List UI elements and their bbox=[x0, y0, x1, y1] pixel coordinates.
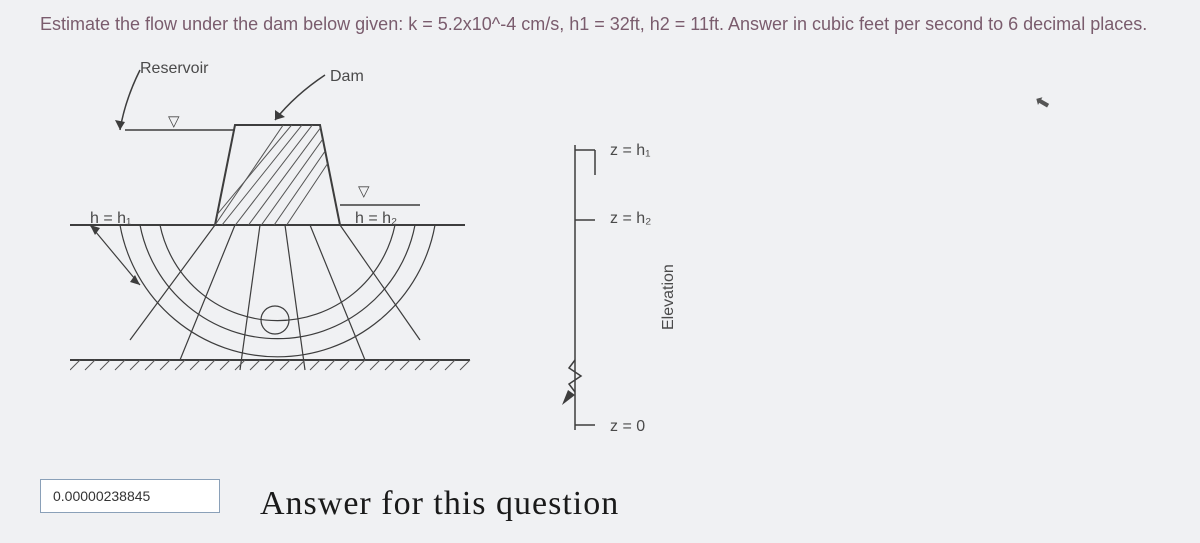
water-triangle-right: ▽ bbox=[358, 182, 370, 200]
z-equals-0: z = 0 bbox=[610, 418, 645, 436]
dam-label: Dam bbox=[330, 68, 364, 86]
reservoir-label: Reservoir bbox=[140, 60, 208, 78]
answer-input[interactable]: 0.00000238845 bbox=[40, 479, 220, 513]
question-text: Estimate the flow under the dam below gi… bbox=[40, 12, 1180, 37]
h-equals-h1: h = h₁ bbox=[90, 210, 131, 228]
dam-diagram: Reservoir Dam ▽ ▽ h = h₁ h = h₂ z = h₁ z… bbox=[70, 60, 720, 440]
handwritten-note: Answer for this question bbox=[260, 485, 619, 523]
water-triangle-left: ▽ bbox=[168, 112, 180, 130]
answer-value: 0.00000238845 bbox=[53, 488, 150, 504]
z-equals-h2: z = h₂ bbox=[610, 210, 651, 228]
cursor-icon: ⬉ bbox=[1032, 90, 1052, 114]
h-equals-h2: h = h₂ bbox=[355, 210, 397, 228]
elevation-axis-label: Elevation bbox=[660, 264, 678, 330]
z-equals-h1: z = h₁ bbox=[610, 142, 651, 160]
